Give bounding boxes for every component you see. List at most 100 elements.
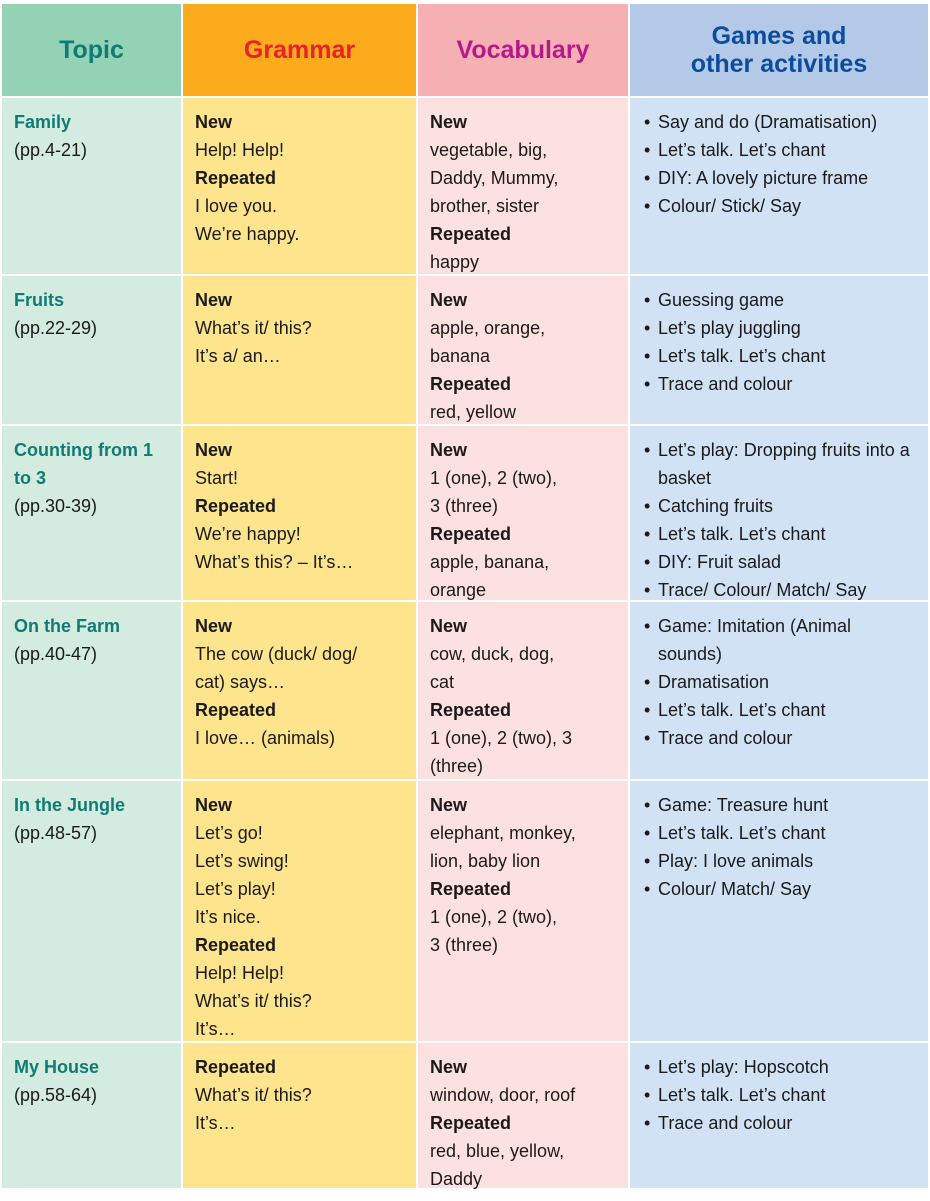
header-topic: Topic [2,4,181,96]
new-label: New [195,440,233,460]
grammar-item: We’re happy! [195,524,301,544]
grammar-cell: New What’s it/ this? It’s a/ an… [183,276,416,424]
grammar-item: What’s it/ this? [195,991,312,1011]
games-cell: Say and do (Dramatisation)Let’s talk. Le… [630,98,928,274]
vocabulary-item: apple, banana, [430,552,550,572]
activity-item: Colour/ Stick/ Say [644,192,916,220]
new-label: New [195,112,233,132]
vocabulary-item: brother, sister [430,196,540,216]
new-label: New [430,795,468,815]
new-label: New [430,616,468,636]
activity-list: Let’s play: Dropping fruits into a baske… [644,436,916,604]
header-grammar: Grammar [183,4,416,96]
activity-list: Say and do (Dramatisation)Let’s talk. Le… [644,108,916,220]
header-games: Games and other activities [630,4,928,96]
games-cell: Let’s play: HopscotchLet’s talk. Let’s c… [630,1043,928,1188]
grammar-item: The cow (duck/ dog/ [195,644,358,664]
vocabulary-item: orange [430,580,487,600]
vocabulary-cell: New 1 (one), 2 (two), 3 (three) Repeated app… [418,426,628,600]
vocabulary-item: (three) [430,756,484,776]
header-vocabulary: Vocabulary [418,4,628,96]
activity-list: Game: Imitation (Animal sounds)Dramatisa… [644,612,916,752]
topic-title: On the Farm [14,616,121,636]
activity-list: Game: Treasure huntLet’s talk. Let’s cha… [644,791,916,903]
vocabulary-item: 3 (three) [430,496,499,516]
vocabulary-item: 1 (one), 2 (two), [430,907,558,927]
vocabulary-item: Daddy, Mummy, [430,168,559,188]
activity-item: Dramatisation [644,668,916,696]
topic-pages: (pp.40-47) [14,644,98,664]
vocabulary-item: elephant, monkey, [430,823,576,843]
vocabulary-item: 1 (one), 2 (two), 3 [430,728,573,748]
repeated-label: Repeated [430,1113,512,1133]
grammar-item: cat) says… [195,672,286,692]
activity-item: Trace and colour [644,1109,916,1137]
new-label: New [195,795,233,815]
vocabulary-item: banana [430,346,491,366]
grammar-item: Start! [195,468,239,488]
topic-title: Counting from 1 to 3 [14,440,153,488]
activity-item: Let’s talk. Let’s chant [644,819,916,847]
header-topic-label: Topic [59,36,124,64]
new-label: New [430,440,468,460]
vocabulary-item: cow, duck, dog, [430,644,555,664]
topic-pages: (pp.58-64) [14,1085,98,1105]
vocabulary-item: window, door, roof [430,1085,576,1105]
activity-item: Let’s talk. Let’s chant [644,520,916,548]
activity-item: Let’s play: Hopscotch [644,1053,916,1081]
header-games-label: Games and other activities [690,22,868,78]
activity-item: Say and do (Dramatisation) [644,108,916,136]
activity-item: Game: Treasure hunt [644,791,916,819]
vocabulary-item: lion, baby lion [430,851,541,871]
activity-item: Play: I love animals [644,847,916,875]
grammar-item: Help! Help! [195,140,285,160]
activity-item: Trace and colour [644,724,916,752]
repeated-label: Repeated [430,374,512,394]
new-label: New [430,112,468,132]
topic-title: In the Jungle [14,795,126,815]
vocabulary-cell: New vegetable, big, Daddy, Mummy, brother, … [418,98,628,274]
grammar-item: Let’s play! [195,879,276,899]
activity-list: Guessing gameLet’s play jugglingLet’s ta… [644,286,916,398]
header-vocabulary-label: Vocabulary [456,36,590,64]
activity-item: Game: Imitation (Animal sounds) [644,612,916,668]
topic-title: Family [14,112,72,132]
grammar-item: What’s it/ this? [195,1085,312,1105]
activity-item: Let’s talk. Let’s chant [644,342,916,370]
grammar-item: It’s… [195,1113,236,1133]
vocabulary-item: 1 (one), 2 (two), [430,468,558,488]
activity-item: Let’s talk. Let’s chant [644,136,916,164]
activity-item: DIY: A lovely picture frame [644,164,916,192]
repeated-label: Repeated [430,524,512,544]
topic-pages: (pp.4-21) [14,140,88,160]
activity-item: Trace/ Colour/ Match/ Say [644,576,916,604]
activity-item: Let’s play juggling [644,314,916,342]
topic-pages: (pp.22-29) [14,318,98,338]
vocabulary-item: Daddy [430,1169,483,1189]
repeated-label: Repeated [195,700,277,720]
games-cell: Let’s play: Dropping fruits into a baske… [630,426,928,604]
activity-item: Let’s talk. Let’s chant [644,1081,916,1109]
grammar-item: What’s this? – It’s… [195,552,354,572]
grammar-cell: New The cow (duck/ dog/cat) says… Repeated… [183,602,416,779]
topic-cell: Fruits (pp.22-29) [2,276,181,424]
topic-cell: On the Farm (pp.40-47) [2,602,181,779]
repeated-label: Repeated [195,1057,277,1077]
topic-pages: (pp.30-39) [14,496,98,516]
topic-title: Fruits [14,290,65,310]
vocabulary-item: red, blue, yellow, [430,1141,565,1161]
repeated-label: Repeated [430,879,512,899]
activity-item: Let’s talk. Let’s chant [644,696,916,724]
new-label: New [430,290,468,310]
games-cell: Game: Imitation (Animal sounds)Dramatisa… [630,602,928,779]
vocabulary-item: 3 (three) [430,935,499,955]
grammar-cell: Repeated What’s it/ this? It’s… [183,1043,416,1188]
vocabulary-item: apple, orange, [430,318,546,338]
topic-cell: Family (pp.4-21) [2,98,181,274]
vocabulary-item: happy [430,252,480,272]
topic-cell: In the Jungle (pp.48-57) [2,781,181,1041]
vocabulary-item: cat [430,672,455,692]
new-label: New [430,1057,468,1077]
grammar-item: We’re happy. [195,224,300,244]
topic-cell: Counting from 1 to 3 (pp.30-39) [2,426,181,600]
